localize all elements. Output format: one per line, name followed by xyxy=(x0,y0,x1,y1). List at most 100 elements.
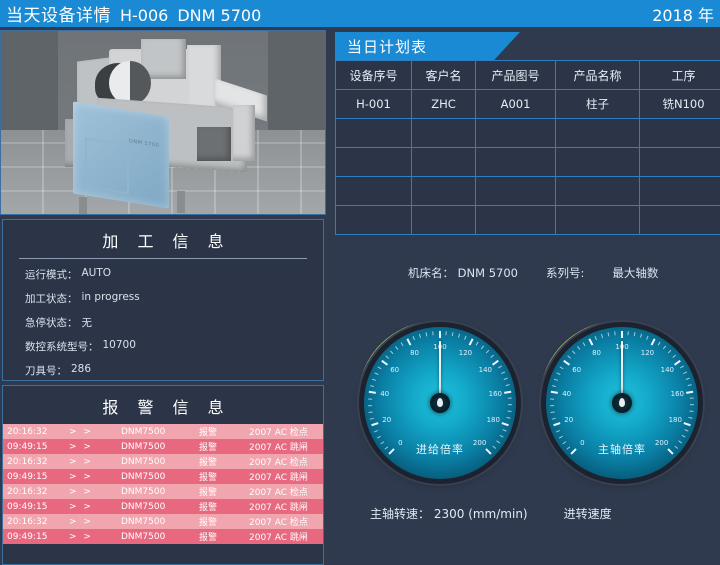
alarm-type: 报警 xyxy=(199,530,249,543)
process-info-value: 286 xyxy=(71,363,91,378)
process-info-row: 急停状态：无 xyxy=(25,315,301,330)
gauge-face: 020406080100120140160180200进给倍率 xyxy=(364,327,516,479)
readout-item: 主轴转速： 2300 (mm/min) xyxy=(370,505,528,522)
process-info-row: 加工状态：in progress xyxy=(25,291,301,306)
page-title: 当天设备详情 xyxy=(6,1,111,26)
table-cell xyxy=(556,177,640,206)
machine-front-door: DNM 5700 xyxy=(73,101,169,208)
table-cell xyxy=(476,206,556,235)
process-info-label: 急停状态： xyxy=(25,315,78,330)
table-cell xyxy=(336,177,412,206)
readout-row: 主轴转速： 2300 (mm/min) 进转速度 xyxy=(330,505,720,522)
table-cell: 铣N100 xyxy=(640,90,720,119)
gauge-tick-label: 180 xyxy=(487,416,500,424)
table-cell xyxy=(476,148,556,177)
table-cell xyxy=(412,206,476,235)
process-info-panel: 加 工 信 息 运行模式： AUTO 加工状态：in progress 急停状态：无数… xyxy=(2,219,324,381)
alarm-device: DNM7500 xyxy=(121,472,199,482)
table-column-header[interactable]: 产品图号 xyxy=(476,61,556,90)
machine-door-window xyxy=(85,137,129,194)
gauge-tick-label: 40 xyxy=(380,390,389,398)
table-cell xyxy=(476,177,556,206)
alarm-message: 2007 AC 检点 xyxy=(249,515,319,528)
table-cell xyxy=(640,148,720,177)
gauge-label: 主轴倍率 xyxy=(546,441,698,457)
table-cell xyxy=(336,148,412,177)
tab-daily-plan-label: 当日计划表 xyxy=(335,36,427,57)
table-row[interactable] xyxy=(336,206,720,235)
alarm-message: 2007 AC 检点 xyxy=(249,425,319,438)
gauge-tick-label: 20 xyxy=(382,416,391,424)
readout-label: 主轴转速： xyxy=(370,507,430,521)
tab-daily-plan[interactable]: 当日计划表 xyxy=(335,32,520,60)
table-cell xyxy=(412,177,476,206)
gauge-hub xyxy=(430,393,450,413)
table-column-header[interactable]: 工序 xyxy=(640,61,720,90)
readout-value: 2300 xyxy=(430,507,468,521)
machine-model-decal: DNM 5700 xyxy=(129,138,159,149)
table-cell: ZHC xyxy=(412,90,476,119)
process-info-label: 数控系统型号： xyxy=(25,339,99,354)
process-info-title: 加 工 信 息 xyxy=(3,220,323,256)
device-code: H-006 xyxy=(120,6,168,25)
gauge-tick-label: 120 xyxy=(459,349,472,357)
process-info-value: in progress xyxy=(82,291,140,306)
gauge-tick-label: 140 xyxy=(661,366,674,374)
gauge-spindle-override: 020406080100120140160180200主轴倍率 xyxy=(538,319,708,489)
process-info-row: 运行模式： AUTO xyxy=(25,267,301,282)
table-header-row: 设备序号客户名产品图号产品名称工序 xyxy=(336,61,720,90)
table-cell xyxy=(556,148,640,177)
alarm-time: 20:16:32 xyxy=(7,427,69,437)
gauge-label: 进给倍率 xyxy=(364,441,516,457)
table-row[interactable] xyxy=(336,148,720,177)
alarm-type: 报警 xyxy=(199,470,249,483)
gauge-hub xyxy=(612,393,632,413)
table-cell xyxy=(640,119,720,148)
alarm-arrow: > > xyxy=(69,502,121,512)
process-info-row: 数控系统型号：10700 xyxy=(25,339,301,354)
table-row[interactable] xyxy=(336,177,720,206)
alarm-device: DNM7500 xyxy=(121,457,199,467)
alarm-device: DNM7500 xyxy=(121,517,199,527)
machine-meta-item: 最大轴数 xyxy=(612,265,658,281)
process-info-value: AUTO xyxy=(82,267,112,282)
process-info-row: 刀具号：286 xyxy=(25,363,301,378)
readout-label: 进转速度 xyxy=(564,507,612,521)
table-column-header[interactable]: 设备序号 xyxy=(336,61,412,90)
table-cell xyxy=(336,119,412,148)
alarm-device: DNM7500 xyxy=(121,532,199,542)
alarm-type: 报警 xyxy=(199,515,249,528)
table-cell xyxy=(640,206,720,235)
daily-plan-table-head: 设备序号客户名产品图号产品名称工序 xyxy=(336,61,720,90)
alarm-type: 报警 xyxy=(199,425,249,438)
alarm-message: 2007 AC 跳闸 xyxy=(249,530,319,543)
divider xyxy=(19,258,307,259)
table-row[interactable] xyxy=(336,119,720,148)
gauge-tick-label: 80 xyxy=(592,349,601,357)
gauge-tick-label: 60 xyxy=(390,366,399,374)
alarm-device: DNM7500 xyxy=(121,427,199,437)
gauge-feed-override: 020406080100120140160180200进给倍率 xyxy=(356,319,526,489)
table-cell xyxy=(412,148,476,177)
machine-meta-label: 系列号: xyxy=(546,266,584,280)
title-bar-left: 当天设备详情 H-006 DNM 5700 xyxy=(6,1,261,26)
table-column-header[interactable]: 产品名称 xyxy=(556,61,640,90)
alarm-device: DNM7500 xyxy=(121,502,199,512)
machine-meta-label: 机床名： xyxy=(408,266,454,280)
gauge-tick-label: 60 xyxy=(572,366,581,374)
table-column-header[interactable]: 客户名 xyxy=(412,61,476,90)
process-info-label: 运行模式： xyxy=(25,267,78,282)
title-bar: 当天设备详情 H-006 DNM 5700 2018 年 xyxy=(0,0,720,27)
